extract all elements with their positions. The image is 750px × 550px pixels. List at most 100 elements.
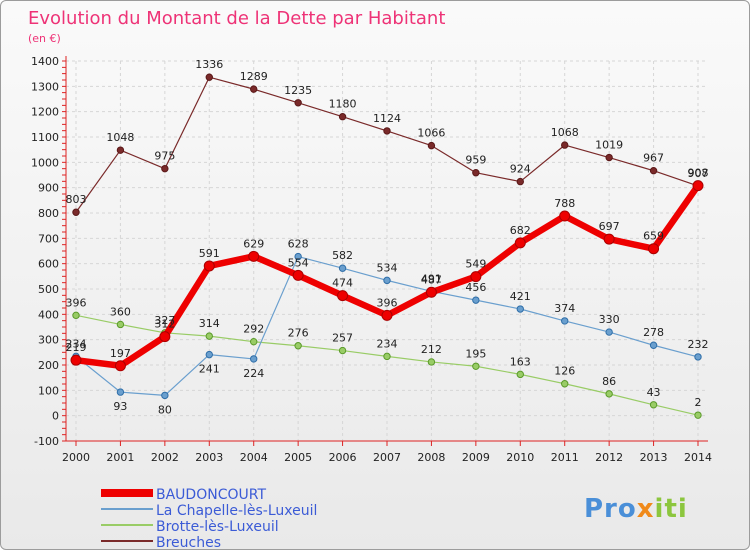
data-label: 924 <box>510 163 531 176</box>
data-point <box>159 331 171 343</box>
data-point <box>294 342 302 350</box>
y-tick-label: 400 <box>38 308 59 321</box>
y-tick-label: 600 <box>38 258 59 271</box>
data-point <box>605 328 613 336</box>
data-point <box>338 264 347 272</box>
data-label: 396 <box>66 296 87 309</box>
x-tick-label: 2009 <box>462 451 490 464</box>
data-label: 232 <box>688 338 709 351</box>
chart-title: Evolution du Montant de la Dette par Hab… <box>28 8 445 29</box>
data-label: 628 <box>288 238 309 251</box>
axes: -100 0 100 200 300 400 500 600 700 800 900 1000 1100… <box>31 55 712 464</box>
data-point <box>116 320 125 329</box>
data-point <box>292 269 304 281</box>
data-point <box>472 296 480 304</box>
data-label: 788 <box>554 197 575 210</box>
y-tick-label: 900 <box>38 182 59 195</box>
data-label: 43 <box>647 386 661 399</box>
x-tick-label: 2014 <box>684 451 712 464</box>
data-label: 1289 <box>240 70 268 83</box>
x-tick-label: 2013 <box>640 451 668 464</box>
data-label: 360 <box>110 305 131 318</box>
x-tick-label: 2002 <box>151 451 179 464</box>
data-point <box>338 346 347 355</box>
data-label: 257 <box>332 332 353 345</box>
data-point <box>383 352 391 361</box>
y-tick-label: 1300 <box>31 80 59 93</box>
data-point <box>72 311 80 320</box>
y-tick-label: 1000 <box>31 156 59 169</box>
data-point <box>561 141 569 149</box>
data-label: 314 <box>199 317 220 330</box>
data-point <box>338 113 347 121</box>
data-point <box>470 271 482 283</box>
x-tick-label: 2006 <box>329 451 357 464</box>
data-point <box>561 380 569 388</box>
data-point <box>205 332 213 340</box>
data-label: 908 <box>688 167 709 180</box>
data-point <box>648 243 660 255</box>
data-point <box>383 127 391 135</box>
data-point <box>692 180 704 192</box>
y-tick-label: 700 <box>38 232 59 245</box>
data-point <box>250 85 258 93</box>
data-point <box>694 353 702 361</box>
x-tick-label: 2008 <box>417 451 445 464</box>
data-point <box>427 358 436 366</box>
data-point <box>561 317 569 325</box>
data-label: 219 <box>66 341 87 354</box>
data-label: 396 <box>377 296 398 309</box>
y-tick-label: 1400 <box>31 55 59 68</box>
data-point <box>516 305 524 313</box>
data-label: 1068 <box>551 126 579 139</box>
data-point <box>205 73 213 81</box>
data-point <box>116 146 125 154</box>
data-label: 126 <box>554 365 575 378</box>
data-point <box>381 309 393 321</box>
y-tick-label: 500 <box>38 283 59 296</box>
data-label: 163 <box>510 355 531 368</box>
data-point <box>603 233 615 245</box>
data-point <box>203 260 215 272</box>
data-label: 224 <box>243 367 264 380</box>
data-point <box>649 341 658 349</box>
y-tick-label: -100 <box>34 435 59 448</box>
data-label: 212 <box>421 343 442 356</box>
y-tick-label: 100 <box>38 384 59 397</box>
data-point <box>472 169 480 177</box>
x-tick-label: 2001 <box>106 451 134 464</box>
data-point <box>559 210 571 222</box>
data-label: 474 <box>332 277 353 290</box>
data-point <box>248 250 260 262</box>
data-label: 93 <box>113 400 127 413</box>
data-label: 421 <box>510 290 531 303</box>
legend-label: Brotte-lès-Luxeuil <box>156 519 279 535</box>
y-tick-label: 1200 <box>31 106 59 119</box>
x-tick-label: 2000 <box>62 451 90 464</box>
data-label: 1066 <box>417 127 445 140</box>
data-point <box>294 252 302 261</box>
x-tick-label: 2003 <box>195 451 223 464</box>
data-label: 534 <box>377 261 398 274</box>
data-label: 1180 <box>329 98 357 111</box>
y-tick-label: 200 <box>38 359 59 372</box>
data-point <box>605 390 613 398</box>
series-lines <box>70 73 704 419</box>
y-tick-label: 800 <box>38 207 59 220</box>
y-tick-label: 1100 <box>31 131 59 144</box>
x-tick-label: 2010 <box>506 451 534 464</box>
x-tick-label: 2007 <box>373 451 401 464</box>
data-label: 682 <box>510 224 531 237</box>
data-point <box>514 237 526 249</box>
data-label: 549 <box>465 258 486 271</box>
data-label: 975 <box>154 150 175 163</box>
data-point <box>383 276 391 285</box>
data-label: 1124 <box>373 112 401 125</box>
data-point <box>649 401 658 409</box>
chart-subtitle: (en €) <box>28 32 61 45</box>
data-label: 1336 <box>195 58 223 71</box>
x-tick-label: 2012 <box>595 451 623 464</box>
data-label: 330 <box>599 313 620 326</box>
